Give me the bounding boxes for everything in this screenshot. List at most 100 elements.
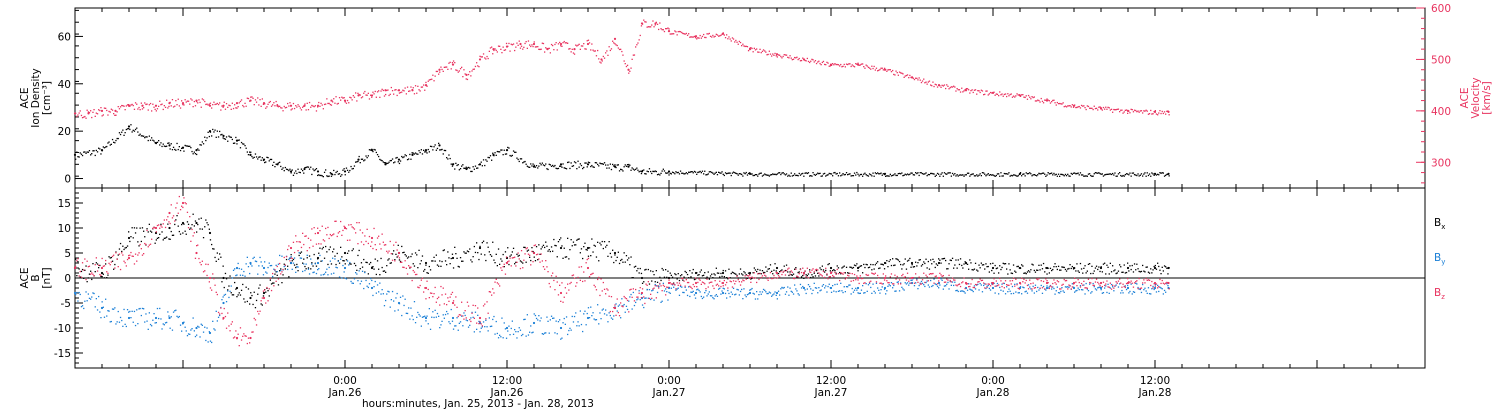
scatter-mark-density xyxy=(595,162,598,164)
scatter-mark-bx xyxy=(100,275,102,278)
scatter-mark-by xyxy=(484,326,486,328)
scatter-mark-density xyxy=(410,158,412,160)
scatter-mark-velocity xyxy=(711,36,713,38)
scatter-mark-density xyxy=(389,160,391,162)
scatter-mark-velocity xyxy=(931,85,933,87)
data-point-by xyxy=(100,306,104,310)
scatter-mark-density xyxy=(359,162,361,164)
scatter-mark-density xyxy=(277,162,280,164)
scatter-mark-bz xyxy=(290,257,292,259)
scatter-mark-by xyxy=(624,311,626,313)
scatter-mark-velocity xyxy=(633,54,636,56)
scatter-mark-density xyxy=(704,170,706,172)
scatter-mark-bz xyxy=(122,254,124,256)
scatter-mark-by xyxy=(1082,289,1084,291)
scatter-mark-density xyxy=(608,167,610,169)
scatter-mark-by xyxy=(635,301,637,304)
scatter-mark-bx xyxy=(827,263,829,266)
data-point-density xyxy=(424,149,428,152)
scatter-mark-density xyxy=(859,173,861,176)
scatter-mark-density xyxy=(1009,175,1011,177)
scatter-mark-velocity xyxy=(227,106,229,108)
scatter-mark-velocity xyxy=(666,28,668,30)
scatter-mark-velocity xyxy=(913,78,916,81)
scatter-mark-bx xyxy=(525,261,527,263)
scatter-mark-by xyxy=(569,327,571,329)
scatter-mark-density xyxy=(1067,173,1069,175)
scatter-mark-velocity xyxy=(151,110,153,112)
scatter-mark-bz xyxy=(857,279,859,281)
y2-axis-label: ACEVelocity[km/s] xyxy=(1459,77,1493,118)
scatter-mark-bz xyxy=(905,279,908,281)
scatter-mark-density xyxy=(720,172,722,174)
scatter-mark-bz xyxy=(550,275,553,277)
scatter-mark-bz xyxy=(405,267,407,269)
scatter-mark-density xyxy=(161,145,163,148)
scatter-mark-bx xyxy=(189,228,191,230)
scatter-mark-by xyxy=(344,277,346,279)
scatter-mark-bx xyxy=(1148,272,1151,274)
scatter-mark-bx xyxy=(1112,265,1114,267)
scatter-mark-density xyxy=(446,157,448,159)
scatter-mark-bz xyxy=(704,283,706,285)
scatter-mark-bz xyxy=(509,257,511,259)
scatter-mark-bz xyxy=(888,282,890,284)
scatter-mark-by xyxy=(307,268,310,270)
scatter-mark-density xyxy=(956,174,958,176)
scatter-mark-bx xyxy=(932,258,934,260)
scatter-mark-by xyxy=(208,331,210,333)
scatter-mark-density xyxy=(769,174,772,176)
scatter-mark-by xyxy=(361,270,364,272)
scatter-mark-bz xyxy=(561,282,563,284)
scatter-mark-bx xyxy=(553,238,555,241)
scatter-mark-velocity xyxy=(530,45,532,48)
scatter-mark-bx xyxy=(216,252,218,254)
scatter-mark-by xyxy=(860,289,863,291)
scatter-mark-bx xyxy=(464,252,466,254)
scatter-mark-velocity xyxy=(1107,106,1109,108)
scatter-mark-velocity xyxy=(875,67,878,69)
scatter-mark-density xyxy=(139,133,141,135)
scatter-mark-by xyxy=(736,288,738,291)
scatter-mark-by xyxy=(1057,292,1060,294)
scatter-mark-velocity xyxy=(792,58,795,60)
scatter-mark-velocity xyxy=(1037,99,1039,101)
scatter-mark-bz xyxy=(660,285,662,287)
scatter-mark-by xyxy=(141,307,144,310)
scatter-mark-bx xyxy=(1133,263,1136,265)
scatter-mark-velocity xyxy=(915,77,917,79)
scatter-mark-by xyxy=(1151,288,1153,290)
scatter-mark-by xyxy=(844,291,846,293)
data-point-velocity xyxy=(478,58,482,61)
scatter-mark-bz xyxy=(113,254,115,256)
scatter-mark-bz xyxy=(1041,287,1044,289)
scatter-mark-velocity xyxy=(381,88,383,90)
scatter-mark-bz xyxy=(110,261,112,263)
scatter-mark-by xyxy=(676,288,678,290)
data-point-bz xyxy=(127,256,131,260)
scatter-mark-bx xyxy=(473,245,475,248)
data-point-bx xyxy=(1153,266,1157,270)
scatter-mark-density xyxy=(880,172,882,174)
scatter-mark-by xyxy=(152,319,154,321)
scatter-mark-by xyxy=(177,316,179,319)
scatter-mark-velocity xyxy=(842,65,844,67)
scatter-mark-density xyxy=(919,172,921,174)
scatter-mark-by xyxy=(798,294,800,296)
scatter-mark-by xyxy=(1029,286,1031,288)
scatter-mark-density xyxy=(976,174,978,176)
scatter-mark-bx xyxy=(175,219,177,221)
scatter-mark-by xyxy=(421,316,424,318)
scatter-mark-density xyxy=(688,171,690,173)
scatter-mark-velocity xyxy=(482,53,485,55)
scatter-mark-bx xyxy=(698,274,700,276)
scatter-mark-bz xyxy=(849,272,851,275)
scatter-mark-by xyxy=(364,271,366,274)
scatter-mark-density xyxy=(987,173,989,175)
scatter-mark-by xyxy=(1017,292,1019,294)
scatter-mark-velocity xyxy=(930,84,932,86)
scatter-mark-velocity xyxy=(451,62,454,64)
scatter-mark-bz xyxy=(658,287,660,289)
scatter-mark-bx xyxy=(328,248,330,251)
scatter-mark-by xyxy=(617,305,619,307)
